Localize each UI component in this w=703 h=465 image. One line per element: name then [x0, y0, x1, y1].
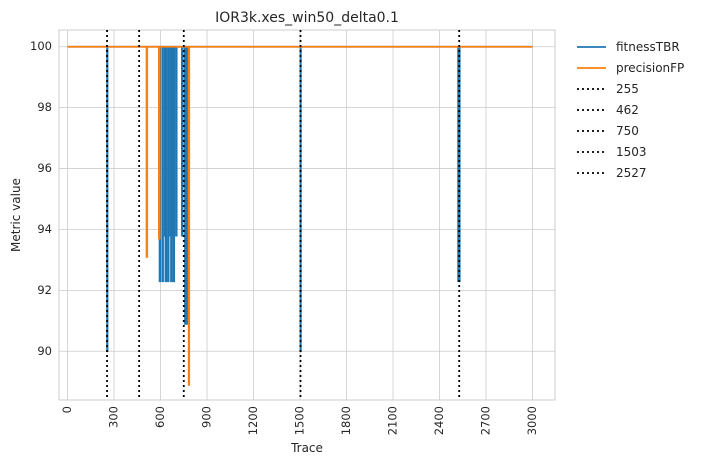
x-tick-label: 300	[107, 406, 121, 428]
series-line-precisionFP	[67, 45, 533, 386]
x-tick-label: 1800	[339, 406, 353, 435]
legend-label-750: 750	[616, 124, 639, 138]
x-tick-label: 2400	[432, 406, 446, 435]
legend-label-255: 255	[616, 82, 639, 96]
y-tick-label: 94	[37, 222, 52, 236]
x-axis-label: Trace	[290, 441, 323, 455]
chart-title: IOR3k.xes_win50_delta0.1	[215, 10, 399, 26]
x-tick-label: 600	[153, 406, 167, 428]
vlines-layer	[106, 30, 461, 400]
legend-label-2527: 2527	[616, 166, 647, 180]
tick-labels: 0 300 600 900 1200 1500 1800 2100 2400 2700 3000 90…	[30, 39, 539, 435]
legend-label-precisionFP: precisionFP	[616, 61, 684, 75]
x-tick-label: 2100	[386, 406, 400, 435]
y-tick-label: 98	[37, 100, 52, 114]
x-tick-label: 3000	[525, 406, 539, 435]
legend-label-fitnessTBR: fitnessTBR	[616, 40, 680, 54]
x-tick-label: 1500	[293, 406, 307, 435]
y-axis-label: Metric value	[9, 178, 23, 252]
x-tick-label: 0	[60, 406, 74, 413]
y-tick-label: 90	[37, 344, 52, 358]
y-tick-label: 100	[30, 39, 52, 53]
x-tick-label: 900	[200, 406, 214, 428]
series-layer	[67, 45, 533, 386]
y-tick-label: 96	[37, 161, 52, 175]
legend-label-462: 462	[616, 103, 639, 117]
x-tick-label: 2700	[479, 406, 493, 435]
x-tick-label: 1200	[246, 406, 260, 435]
legend-label-1503: 1503	[616, 145, 647, 159]
plot-area	[59, 30, 555, 400]
y-tick-label: 92	[37, 283, 52, 297]
plot-frame	[58, 29, 556, 401]
legend: fitnessTBR precisionFP 255 462 750 1503 2527	[577, 40, 684, 180]
